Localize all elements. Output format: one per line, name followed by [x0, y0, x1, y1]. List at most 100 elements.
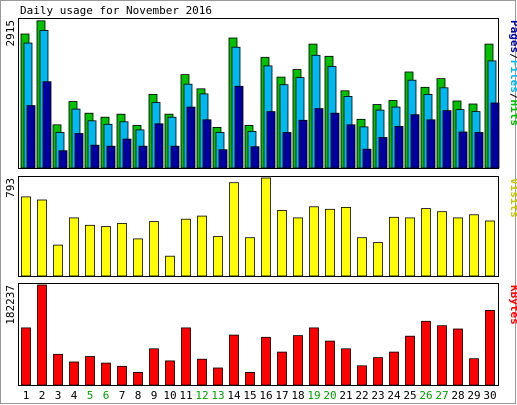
series-legend-label: Visits — [508, 178, 517, 218]
series-legend-label: KBytes — [508, 285, 517, 325]
bar-pages-day-3 — [58, 150, 68, 169]
bar-kbytes-day-28 — [453, 328, 463, 386]
bar-pages-day-4 — [74, 133, 84, 169]
bar-pages-day-9 — [154, 123, 164, 169]
bar-kbytes-day-27 — [437, 325, 447, 386]
bar-kbytes-day-17 — [277, 351, 287, 386]
bar-visits-day-26 — [421, 208, 431, 277]
bar-visits-day-9 — [149, 221, 159, 277]
bar-kbytes-day-11 — [181, 327, 191, 386]
bar-visits-day-16 — [261, 177, 271, 277]
legend-part: / — [508, 93, 517, 100]
bar-kbytes-day-30 — [485, 309, 495, 386]
legend-part: Pages — [508, 20, 517, 53]
y-max-label: 182237 — [4, 285, 17, 325]
bar-visits-day-25 — [405, 217, 415, 277]
bar-visits-day-10 — [165, 255, 175, 277]
bar-kbytes-day-15 — [245, 371, 255, 386]
legend-part: / — [508, 53, 517, 60]
bar-pages-day-18 — [298, 119, 308, 169]
bar-kbytes-day-29 — [469, 358, 479, 386]
panel-border — [18, 283, 499, 386]
chart-title: Daily usage for November 2016 — [20, 4, 212, 17]
x-tick-label: 21 — [339, 389, 352, 402]
x-tick-label: 23 — [371, 389, 384, 402]
bar-pages-day-14 — [234, 85, 244, 169]
x-tick-label: 25 — [403, 389, 416, 402]
bar-kbytes-day-24 — [389, 351, 399, 386]
bar-visits-day-3 — [53, 244, 63, 277]
bar-kbytes-day-21 — [341, 348, 351, 386]
x-tick-label: 24 — [387, 389, 401, 402]
bar-pages-day-15 — [250, 146, 260, 169]
bar-pages-day-7 — [122, 138, 132, 169]
bar-pages-day-23 — [378, 137, 388, 169]
bar-pages-day-16 — [266, 111, 276, 169]
series-legend-label: Pages/Files/Hits — [508, 20, 517, 126]
bar-pages-day-5 — [90, 144, 100, 169]
bar-visits-day-27 — [437, 211, 447, 277]
bar-pages-day-8 — [138, 145, 148, 169]
bar-visits-day-7 — [117, 223, 127, 277]
bar-pages-day-28 — [458, 131, 468, 169]
bar-kbytes-day-25 — [405, 335, 415, 386]
x-tick-label: 27 — [435, 389, 448, 402]
bar-visits-day-11 — [181, 218, 191, 277]
bar-pages-day-25 — [410, 114, 420, 169]
bar-visits-day-19 — [309, 206, 319, 277]
bar-pages-day-12 — [202, 119, 212, 169]
bar-visits-day-1 — [21, 196, 31, 277]
bar-pages-day-20 — [330, 112, 340, 169]
bar-kbytes-day-3 — [53, 353, 63, 386]
x-tick-label: 30 — [483, 389, 496, 402]
bar-kbytes-day-9 — [149, 348, 159, 386]
bar-visits-day-23 — [373, 242, 383, 277]
bar-visits-day-22 — [357, 237, 367, 277]
bar-pages-day-17 — [282, 132, 292, 169]
bar-visits-day-18 — [293, 217, 303, 277]
bar-visits-day-28 — [453, 217, 463, 277]
x-tick-label: 3 — [55, 389, 62, 402]
bar-pages-day-29 — [474, 132, 484, 169]
x-tick-label: 19 — [307, 389, 320, 402]
panel-kbytes: 182237 KBytes — [4, 283, 517, 386]
bar-visits-day-5 — [85, 224, 95, 277]
x-tick-label: 9 — [151, 389, 158, 402]
x-tick-label: 16 — [259, 389, 272, 402]
x-tick-label: 20 — [323, 389, 336, 402]
x-tick-label: 28 — [451, 389, 464, 402]
bar-visits-day-13 — [213, 236, 223, 277]
x-tick-label: 2 — [39, 389, 46, 402]
bar-visits-day-6 — [101, 226, 111, 277]
bar-pages-day-21 — [346, 124, 356, 169]
bar-kbytes-day-18 — [293, 335, 303, 386]
bar-pages-day-2 — [42, 81, 52, 169]
bar-pages-day-1 — [26, 105, 36, 169]
bar-kbytes-day-6 — [101, 362, 111, 386]
bar-visits-day-30 — [485, 220, 495, 277]
bar-kbytes-day-7 — [117, 365, 127, 386]
bar-visits-day-21 — [341, 206, 351, 277]
bar-pages-day-11 — [186, 106, 196, 169]
y-max-label: 2915 — [4, 20, 17, 47]
bar-pages-day-10 — [170, 145, 180, 169]
x-tick-label: 17 — [275, 389, 288, 402]
x-tick-label: 14 — [227, 389, 241, 402]
x-tick-label: 7 — [119, 389, 126, 402]
bar-pages-day-24 — [394, 126, 404, 169]
bar-visits-day-20 — [325, 208, 335, 277]
x-tick-label: 1 — [23, 389, 30, 402]
bar-kbytes-day-14 — [229, 334, 239, 386]
bar-pages-day-6 — [106, 145, 116, 169]
bar-visits-day-24 — [389, 216, 399, 277]
x-axis-day-labels: 1 2 3 4 5 6 7 8 9 10 11 12 13 14 15 16 17 18 19 20 21 22 23 24 2… — [23, 389, 497, 402]
bar-kbytes-day-5 — [85, 356, 95, 386]
x-tick-label: 10 — [163, 389, 176, 402]
bar-kbytes-day-1 — [21, 327, 31, 386]
bar-kbytes-day-20 — [325, 340, 335, 386]
panel-visits: 793 Visits — [4, 176, 517, 277]
bar-kbytes-day-16 — [261, 336, 271, 386]
